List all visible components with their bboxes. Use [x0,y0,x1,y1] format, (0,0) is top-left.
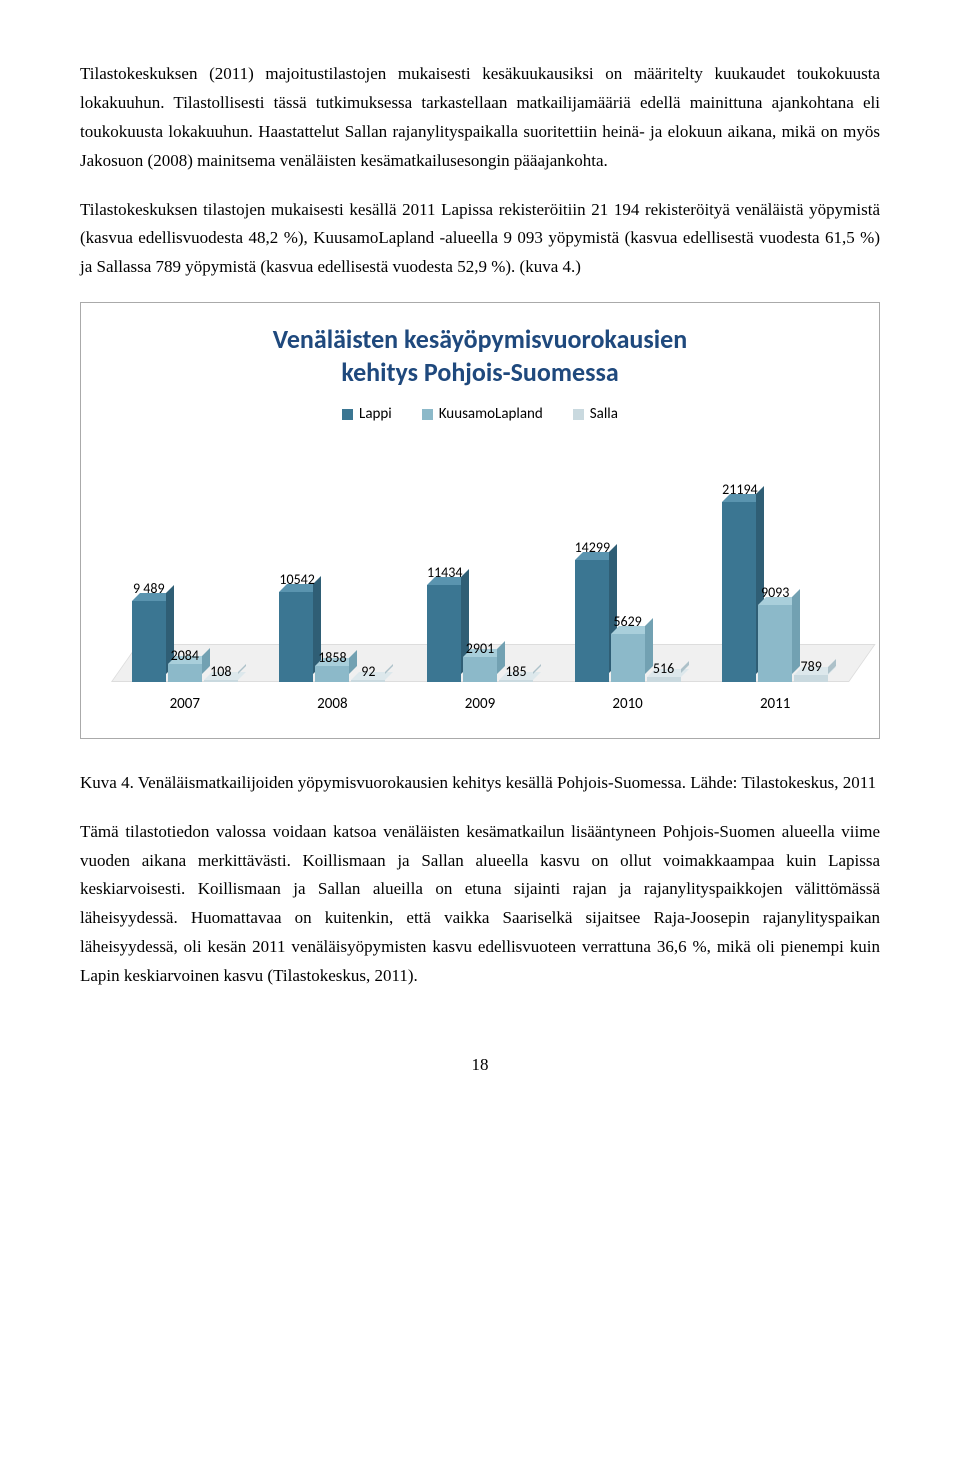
chart-bar-groups: 9 48920841081054218589211434290118514299… [111,458,849,682]
bar: 14299 [575,560,609,681]
bar-value-label: 108 [204,660,238,684]
bar-value-label: 5629 [611,610,645,634]
legend-item: Lappi [342,402,392,428]
legend-swatch [422,409,433,420]
bar-value-label: 516 [647,657,681,681]
bar: 92 [351,680,385,682]
bar: 2901 [463,657,497,682]
legend-label: Lappi [359,402,392,428]
bar-value-label: 1858 [315,646,349,670]
bar-value-label: 2084 [168,644,202,668]
bar-group: 211949093789 [722,502,828,682]
chart-legend: Lappi KuusamoLapland Salla [91,402,869,428]
xaxis-label: 2009 [465,692,495,718]
bar-group: 10542185892 [279,592,385,682]
bar-value-label: 2901 [463,637,497,661]
legend-label: Salla [590,402,618,428]
bar-group: 114342901185 [427,585,533,682]
bar: 789 [794,675,828,682]
xaxis-label: 2011 [760,692,790,718]
bar: 21194 [722,502,756,682]
bar: 10542 [279,592,313,682]
bar-group: 142995629516 [575,560,681,681]
page-number: 18 [80,1051,880,1080]
bar-value-label: 185 [499,660,533,684]
xaxis-label: 2010 [612,692,642,718]
bar: 9 489 [132,601,166,682]
paragraph-1: Tilastokeskuksen (2011) majoitustilastoj… [80,60,880,176]
bar: 516 [647,677,681,681]
bar-value-label: 14299 [575,536,609,560]
bar: 5629 [611,634,645,682]
bar: 108 [204,680,238,682]
legend-label: KuusamoLapland [439,402,543,428]
paragraph-3: Tämä tilastotiedon valossa voidaan katso… [80,818,880,991]
bar-value-label: 11434 [427,561,461,585]
legend-swatch [342,409,353,420]
figure-caption: Kuva 4. Venäläismatkailijoiden yöpymisvu… [80,769,880,798]
xaxis-label: 2007 [170,692,200,718]
bar-value-label: 92 [351,660,385,684]
chart: Venäläisten kesäyöpymisvuorokausien kehi… [80,302,880,739]
chart-title-line2: kehitys Pohjois-Suomessa [341,356,618,388]
chart-xaxis: 2007 2008 2009 2010 2011 [111,692,849,718]
paragraph-2: Tilastokeskuksen tilastojen mukaisesti k… [80,196,880,283]
bar-value-label: 9093 [758,581,792,605]
bar-value-label: 9 489 [132,577,166,601]
chart-title: Venäläisten kesäyöpymisvuorokausien kehi… [91,323,869,388]
bar-group: 9 4892084108 [132,601,238,682]
legend-swatch [573,409,584,420]
chart-plot: 9 48920841081054218589211434290118514299… [111,458,849,718]
chart-title-line1: Venäläisten kesäyöpymisvuorokausien [273,323,687,355]
bar-value-label: 789 [794,655,828,679]
bar: 1858 [315,666,349,682]
bar: 185 [499,680,533,682]
bar: 2084 [168,664,202,682]
bar-value-label: 10542 [279,568,313,592]
bar: 11434 [427,585,461,682]
xaxis-label: 2008 [317,692,347,718]
legend-item: KuusamoLapland [422,402,543,428]
legend-item: Salla [573,402,618,428]
bar: 9093 [758,605,792,682]
bar-value-label: 21194 [722,478,756,502]
